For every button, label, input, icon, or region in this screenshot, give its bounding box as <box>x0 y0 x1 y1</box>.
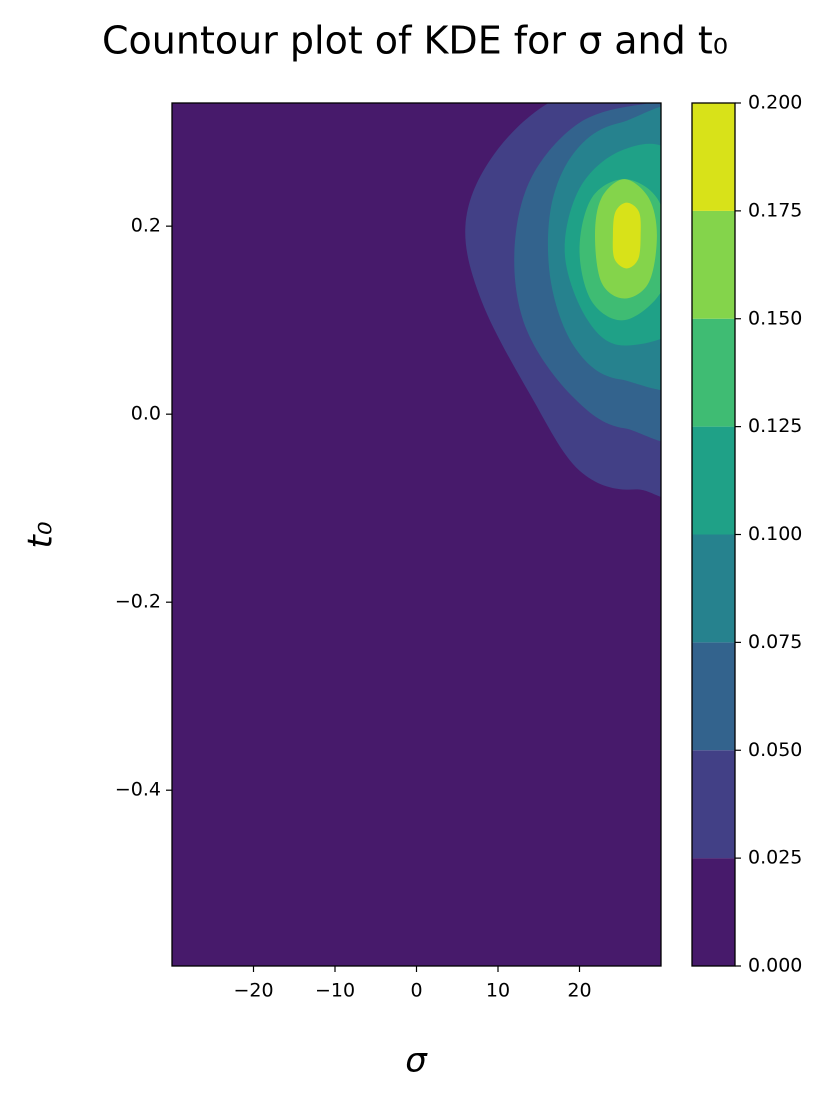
colorbar-band <box>692 318 735 427</box>
colorbar-tick-label: 0.200 <box>748 92 802 114</box>
colorbar-tick-label: 0.100 <box>748 523 802 545</box>
colorbar-tick-label: 0.025 <box>748 847 802 869</box>
contour-region <box>612 202 641 269</box>
y-tick-label: −0.4 <box>115 779 161 801</box>
colorbar-tick-label: 0.050 <box>748 739 802 761</box>
colorbar-tick-label: 0.125 <box>748 415 802 437</box>
y-tick-label: 0.2 <box>131 215 161 237</box>
x-tick-label: 10 <box>486 980 510 1002</box>
x-tick-label: −20 <box>233 980 273 1002</box>
chart-title: Countour plot of KDE for σ and t₀ <box>102 19 728 63</box>
colorbar-tick-label: 0.175 <box>748 199 802 221</box>
colorbar-tick-label: 0.150 <box>748 307 802 329</box>
colorbar-band <box>692 534 735 643</box>
plot-area <box>172 103 661 966</box>
x-tick-label: 0 <box>410 980 422 1002</box>
colorbar-band <box>692 858 735 966</box>
y-tick-label: 0.0 <box>131 403 161 425</box>
colorbar-band <box>692 750 735 859</box>
y-tick-label: −0.2 <box>115 591 161 613</box>
colorbar-band <box>692 210 735 319</box>
colorbar-band <box>692 426 735 535</box>
y-axis-label: t₀ <box>21 521 61 548</box>
colorbar-tick-label: 0.075 <box>748 631 802 653</box>
x-tick-label: −10 <box>315 980 355 1002</box>
colorbar-band <box>692 103 735 211</box>
x-axis-label: σ <box>405 1041 428 1081</box>
colorbar-tick-label: 0.000 <box>748 955 802 977</box>
colorbar-band <box>692 642 735 751</box>
x-tick-label: 20 <box>567 980 591 1002</box>
